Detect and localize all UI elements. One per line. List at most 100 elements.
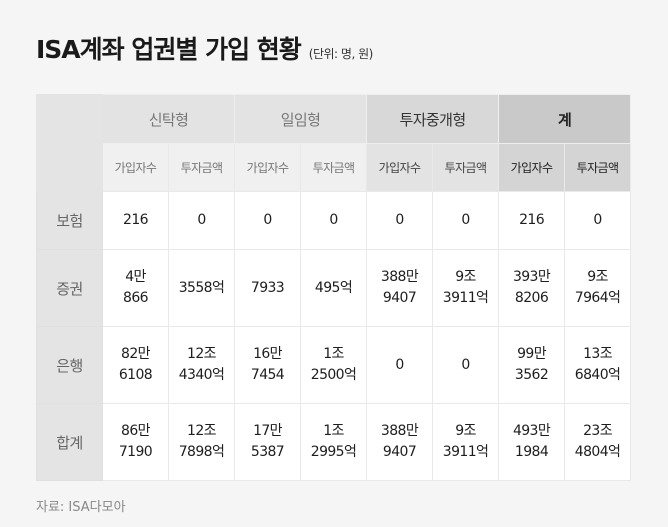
cell-line: 3911억: [442, 290, 489, 306]
cell-line: 7190: [118, 444, 153, 460]
cell-line: 388만: [380, 269, 419, 285]
cell-line: 0: [263, 212, 272, 228]
cell-line: 86만: [121, 423, 151, 439]
cell-line: 6108: [118, 367, 153, 383]
table-cell: 23조 4804억: [564, 403, 632, 481]
group-header: 계: [498, 94, 632, 144]
table-cell: 493만 1984: [498, 403, 566, 481]
cell-line: 0: [395, 356, 404, 373]
row-label: 은행: [36, 326, 103, 404]
cell-line: 9407: [382, 290, 417, 306]
table-cell: 495억: [300, 249, 368, 327]
cell-line: 1조: [323, 423, 344, 439]
sub-header: 가입자수: [498, 143, 566, 192]
cell-line: 6840억: [574, 367, 621, 383]
table-cell: 12조 7898억: [167, 403, 236, 481]
cell-line: 5387: [250, 444, 285, 460]
cell-line: 7898억: [178, 444, 225, 460]
sub-header: 투자금액: [300, 143, 368, 192]
cell-line: 495억: [314, 279, 353, 296]
cell-line: 388만: [380, 423, 419, 439]
table-cell: 13조 6840억: [564, 326, 632, 404]
cell-line: 0: [395, 212, 404, 228]
table-cell: 216: [498, 191, 566, 250]
cell-line: 4340억: [178, 367, 225, 383]
cell-line: 4만: [125, 269, 146, 285]
table-cell: 0: [300, 191, 368, 250]
cell-line: 0: [197, 212, 206, 228]
cell-line: 17만: [253, 423, 283, 439]
isa-table: 신탁형 일임형 투자중개형 계 가입자수 투자금액 가입자수 투자금액 가입자수…: [36, 94, 632, 481]
cell-line: 12조: [187, 423, 217, 439]
cell-line: 16만: [253, 346, 283, 362]
table-cell: 0: [167, 191, 236, 250]
table-cell: 388만 9407: [366, 403, 434, 481]
table-cell: 0: [564, 191, 632, 250]
cell-line: 2995억: [310, 444, 357, 460]
table-cell: 0: [234, 191, 302, 250]
cell-line: 0: [329, 212, 338, 228]
table-row: 합계 86만 7190 12조 7898억 17만 5387 1조 2995억 388만 9407 9…: [36, 403, 632, 481]
group-header: 신탁형: [101, 94, 236, 144]
cell-line: 2500억: [310, 367, 357, 383]
sub-header: 가입자수: [102, 143, 169, 192]
table-cell: 4만 866: [102, 249, 169, 327]
table-cell: 1조 2995억: [300, 403, 368, 481]
table-cell: 17만 5387: [234, 403, 302, 481]
table-cell: 16만 7454: [234, 326, 302, 404]
sub-header: 투자금액: [167, 143, 236, 192]
table-row: 증권 4만 866 3558억 7933 495억 388만 9407 9조 3911억 393만 8…: [36, 249, 632, 327]
table-cell: 216: [102, 191, 169, 250]
row-label: 증권: [36, 249, 103, 327]
table-cell: 0: [366, 191, 434, 250]
table-cell: 86만 7190: [102, 403, 169, 481]
title-row: ISA계좌 업권별 가입 현황 (단위: 명, 원): [36, 30, 373, 66]
table-cell: 1조 2500억: [300, 326, 368, 404]
cell-line: 13조: [583, 346, 613, 362]
table-cell: 393만 8206: [498, 249, 566, 327]
cell-line: 3911억: [442, 444, 489, 460]
cell-line: 4804억: [574, 444, 621, 460]
sub-header: 가입자수: [366, 143, 434, 192]
cell-line: 9407: [382, 444, 417, 460]
cell-line: 0: [461, 356, 470, 373]
cell-line: 3562: [514, 367, 549, 383]
cell-line: 9조: [455, 423, 476, 439]
table-cell: 7933: [234, 249, 302, 327]
cell-line: 9조: [587, 269, 608, 285]
cell-line: 493만: [512, 423, 551, 439]
cell-line: 393만: [512, 269, 551, 285]
table-cell: 0: [432, 191, 500, 250]
cell-line: 216: [519, 212, 545, 228]
cell-line: 82만: [121, 346, 151, 362]
cell-line: 8206: [514, 290, 549, 306]
table-cell: 0: [366, 326, 434, 404]
table-cell: 12조 4340억: [167, 326, 236, 404]
cell-line: 0: [461, 212, 470, 228]
table-cell: 9조 3911억: [432, 403, 500, 481]
cell-line: 7933: [250, 279, 285, 296]
cell-line: 9조: [455, 269, 476, 285]
cell-line: 3558억: [178, 279, 225, 296]
cell-line: 0: [593, 212, 602, 228]
cell-line: 1조: [323, 346, 344, 362]
table-cell: 3558억: [167, 249, 236, 327]
table-row: 보험 216 0 0 0 0 0 216 0: [36, 191, 632, 250]
table-cell: 9조 3911억: [432, 249, 500, 327]
cell-line: 7964억: [574, 290, 621, 306]
cell-line: 866: [123, 290, 149, 306]
table-cell: 99만 3562: [498, 326, 566, 404]
unit-note: (단위: 명, 원): [308, 47, 374, 61]
table-row: 은행 82만 6108 12조 4340억 16만 7454 1조 2500억 0 0 99만 3562…: [36, 326, 632, 404]
source-note: 자료: ISA다모아: [36, 500, 126, 515]
cell-line: 1984: [514, 444, 549, 460]
table-cell: 9조 7964억: [564, 249, 632, 327]
corner-cell: [36, 94, 103, 192]
sub-header: 가입자수: [234, 143, 302, 192]
group-header: 일임형: [234, 94, 368, 144]
row-label: 합계: [36, 403, 103, 481]
sub-header: 투자금액: [432, 143, 500, 192]
cell-line: 7454: [250, 367, 285, 383]
table-cell: 0: [432, 326, 500, 404]
cell-line: 216: [123, 212, 149, 228]
